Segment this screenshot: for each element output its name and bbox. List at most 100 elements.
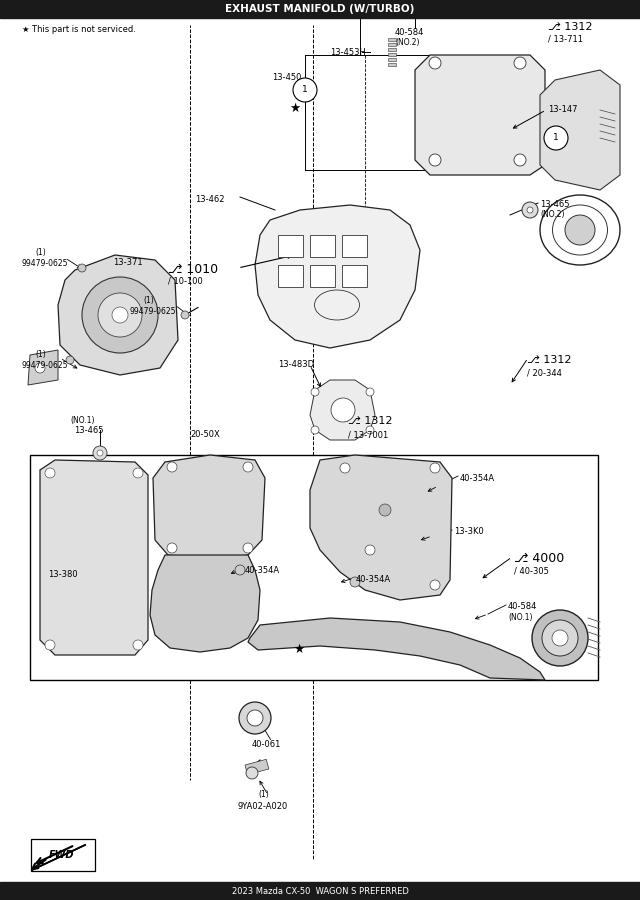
Circle shape	[66, 356, 74, 364]
Circle shape	[246, 767, 258, 779]
Text: 40-354A: 40-354A	[356, 575, 391, 584]
Text: 13-465: 13-465	[74, 426, 104, 435]
Bar	[0, 0, 640, 18]
Circle shape	[45, 468, 55, 478]
Text: ⎇ 4000: ⎇ 4000	[514, 552, 564, 565]
Text: (NO.2): (NO.2)	[540, 210, 564, 219]
Text: / 13-711: / 13-711	[548, 34, 583, 43]
Text: 99479-0625: 99479-0625	[22, 259, 68, 268]
Circle shape	[133, 640, 143, 650]
Polygon shape	[540, 70, 620, 190]
Bar	[30, 455, 598, 680]
Text: 13-483D: 13-483D	[278, 360, 314, 369]
Circle shape	[544, 126, 568, 150]
Text: / 13-7001: / 13-7001	[348, 430, 388, 439]
Text: 99479-0625: 99479-0625	[22, 361, 68, 370]
Circle shape	[293, 78, 317, 102]
Text: / 20-344: / 20-344	[527, 369, 562, 378]
Text: ★: ★	[293, 643, 305, 655]
Bar	[310, 265, 335, 287]
Circle shape	[239, 702, 271, 734]
Text: 13-371: 13-371	[113, 258, 143, 267]
Text: 13-462: 13-462	[195, 195, 225, 204]
Circle shape	[243, 462, 253, 472]
Polygon shape	[58, 255, 178, 375]
Text: 2023 Mazda CX-50  WAGON S PREFERRED: 2023 Mazda CX-50 WAGON S PREFERRED	[232, 886, 408, 896]
Text: / 10-100: / 10-100	[168, 277, 203, 286]
Text: (NO.2): (NO.2)	[395, 38, 419, 47]
Text: 99479-0625: 99479-0625	[130, 307, 177, 316]
Text: ★ This part is not serviced.: ★ This part is not serviced.	[22, 25, 136, 34]
Text: / 40-305: / 40-305	[514, 566, 549, 575]
Text: ★: ★	[289, 102, 301, 114]
Text: (NO.1): (NO.1)	[70, 416, 95, 425]
Bar	[278, 265, 303, 287]
Circle shape	[429, 57, 441, 69]
Text: 13-450: 13-450	[272, 73, 301, 82]
Circle shape	[82, 277, 158, 353]
Bar	[278, 235, 303, 257]
Text: 40-584: 40-584	[395, 28, 424, 37]
Text: 40-061: 40-061	[252, 740, 282, 749]
Text: 13-453H: 13-453H	[330, 48, 366, 57]
Bar	[388, 38, 396, 41]
Text: 40-584: 40-584	[508, 602, 538, 611]
Circle shape	[365, 545, 375, 555]
Polygon shape	[415, 55, 545, 175]
Bar	[0, 882, 640, 900]
Bar	[388, 58, 396, 61]
Bar	[342, 265, 367, 287]
Polygon shape	[310, 455, 452, 600]
Text: 1: 1	[302, 86, 308, 94]
Bar	[388, 63, 396, 66]
Bar	[342, 235, 367, 257]
Text: (1): (1)	[35, 350, 45, 359]
Text: 40-354A: 40-354A	[460, 474, 495, 483]
Text: ⎇ 1312: ⎇ 1312	[527, 355, 572, 365]
Text: ⎇ 1312: ⎇ 1312	[348, 416, 392, 426]
Text: 40-354A: 40-354A	[245, 566, 280, 575]
Circle shape	[565, 215, 595, 245]
Circle shape	[311, 388, 319, 396]
Circle shape	[45, 640, 55, 650]
Text: 9YA02-A020: 9YA02-A020	[238, 802, 288, 811]
Circle shape	[527, 207, 533, 213]
Circle shape	[350, 577, 360, 587]
Text: (1): (1)	[258, 790, 269, 799]
Circle shape	[331, 398, 355, 422]
Text: (1): (1)	[143, 296, 154, 305]
Text: 13-147: 13-147	[548, 105, 577, 114]
Circle shape	[542, 620, 578, 656]
Bar	[388, 53, 396, 56]
Circle shape	[532, 610, 588, 666]
Text: ⎇ 1312: ⎇ 1312	[548, 22, 593, 32]
Circle shape	[514, 57, 526, 69]
Circle shape	[366, 388, 374, 396]
Circle shape	[112, 307, 128, 323]
Circle shape	[366, 426, 374, 434]
Circle shape	[93, 446, 107, 460]
Polygon shape	[150, 555, 260, 652]
Circle shape	[552, 630, 568, 646]
Circle shape	[247, 710, 263, 726]
Circle shape	[430, 463, 440, 473]
Bar	[245, 760, 269, 775]
Text: 20-50X: 20-50X	[190, 430, 220, 439]
Polygon shape	[28, 350, 58, 385]
Circle shape	[97, 450, 103, 456]
Text: (NO.1): (NO.1)	[508, 613, 532, 622]
Circle shape	[78, 264, 86, 272]
Text: 1: 1	[553, 133, 559, 142]
Circle shape	[379, 504, 391, 516]
Circle shape	[133, 468, 143, 478]
Polygon shape	[310, 380, 375, 440]
Circle shape	[522, 202, 538, 218]
Polygon shape	[153, 455, 265, 560]
Text: FWD: FWD	[49, 850, 75, 860]
Circle shape	[311, 426, 319, 434]
Text: 13-465: 13-465	[540, 200, 570, 209]
Circle shape	[243, 543, 253, 553]
Bar	[310, 235, 335, 257]
Polygon shape	[255, 205, 420, 348]
Polygon shape	[40, 460, 148, 655]
